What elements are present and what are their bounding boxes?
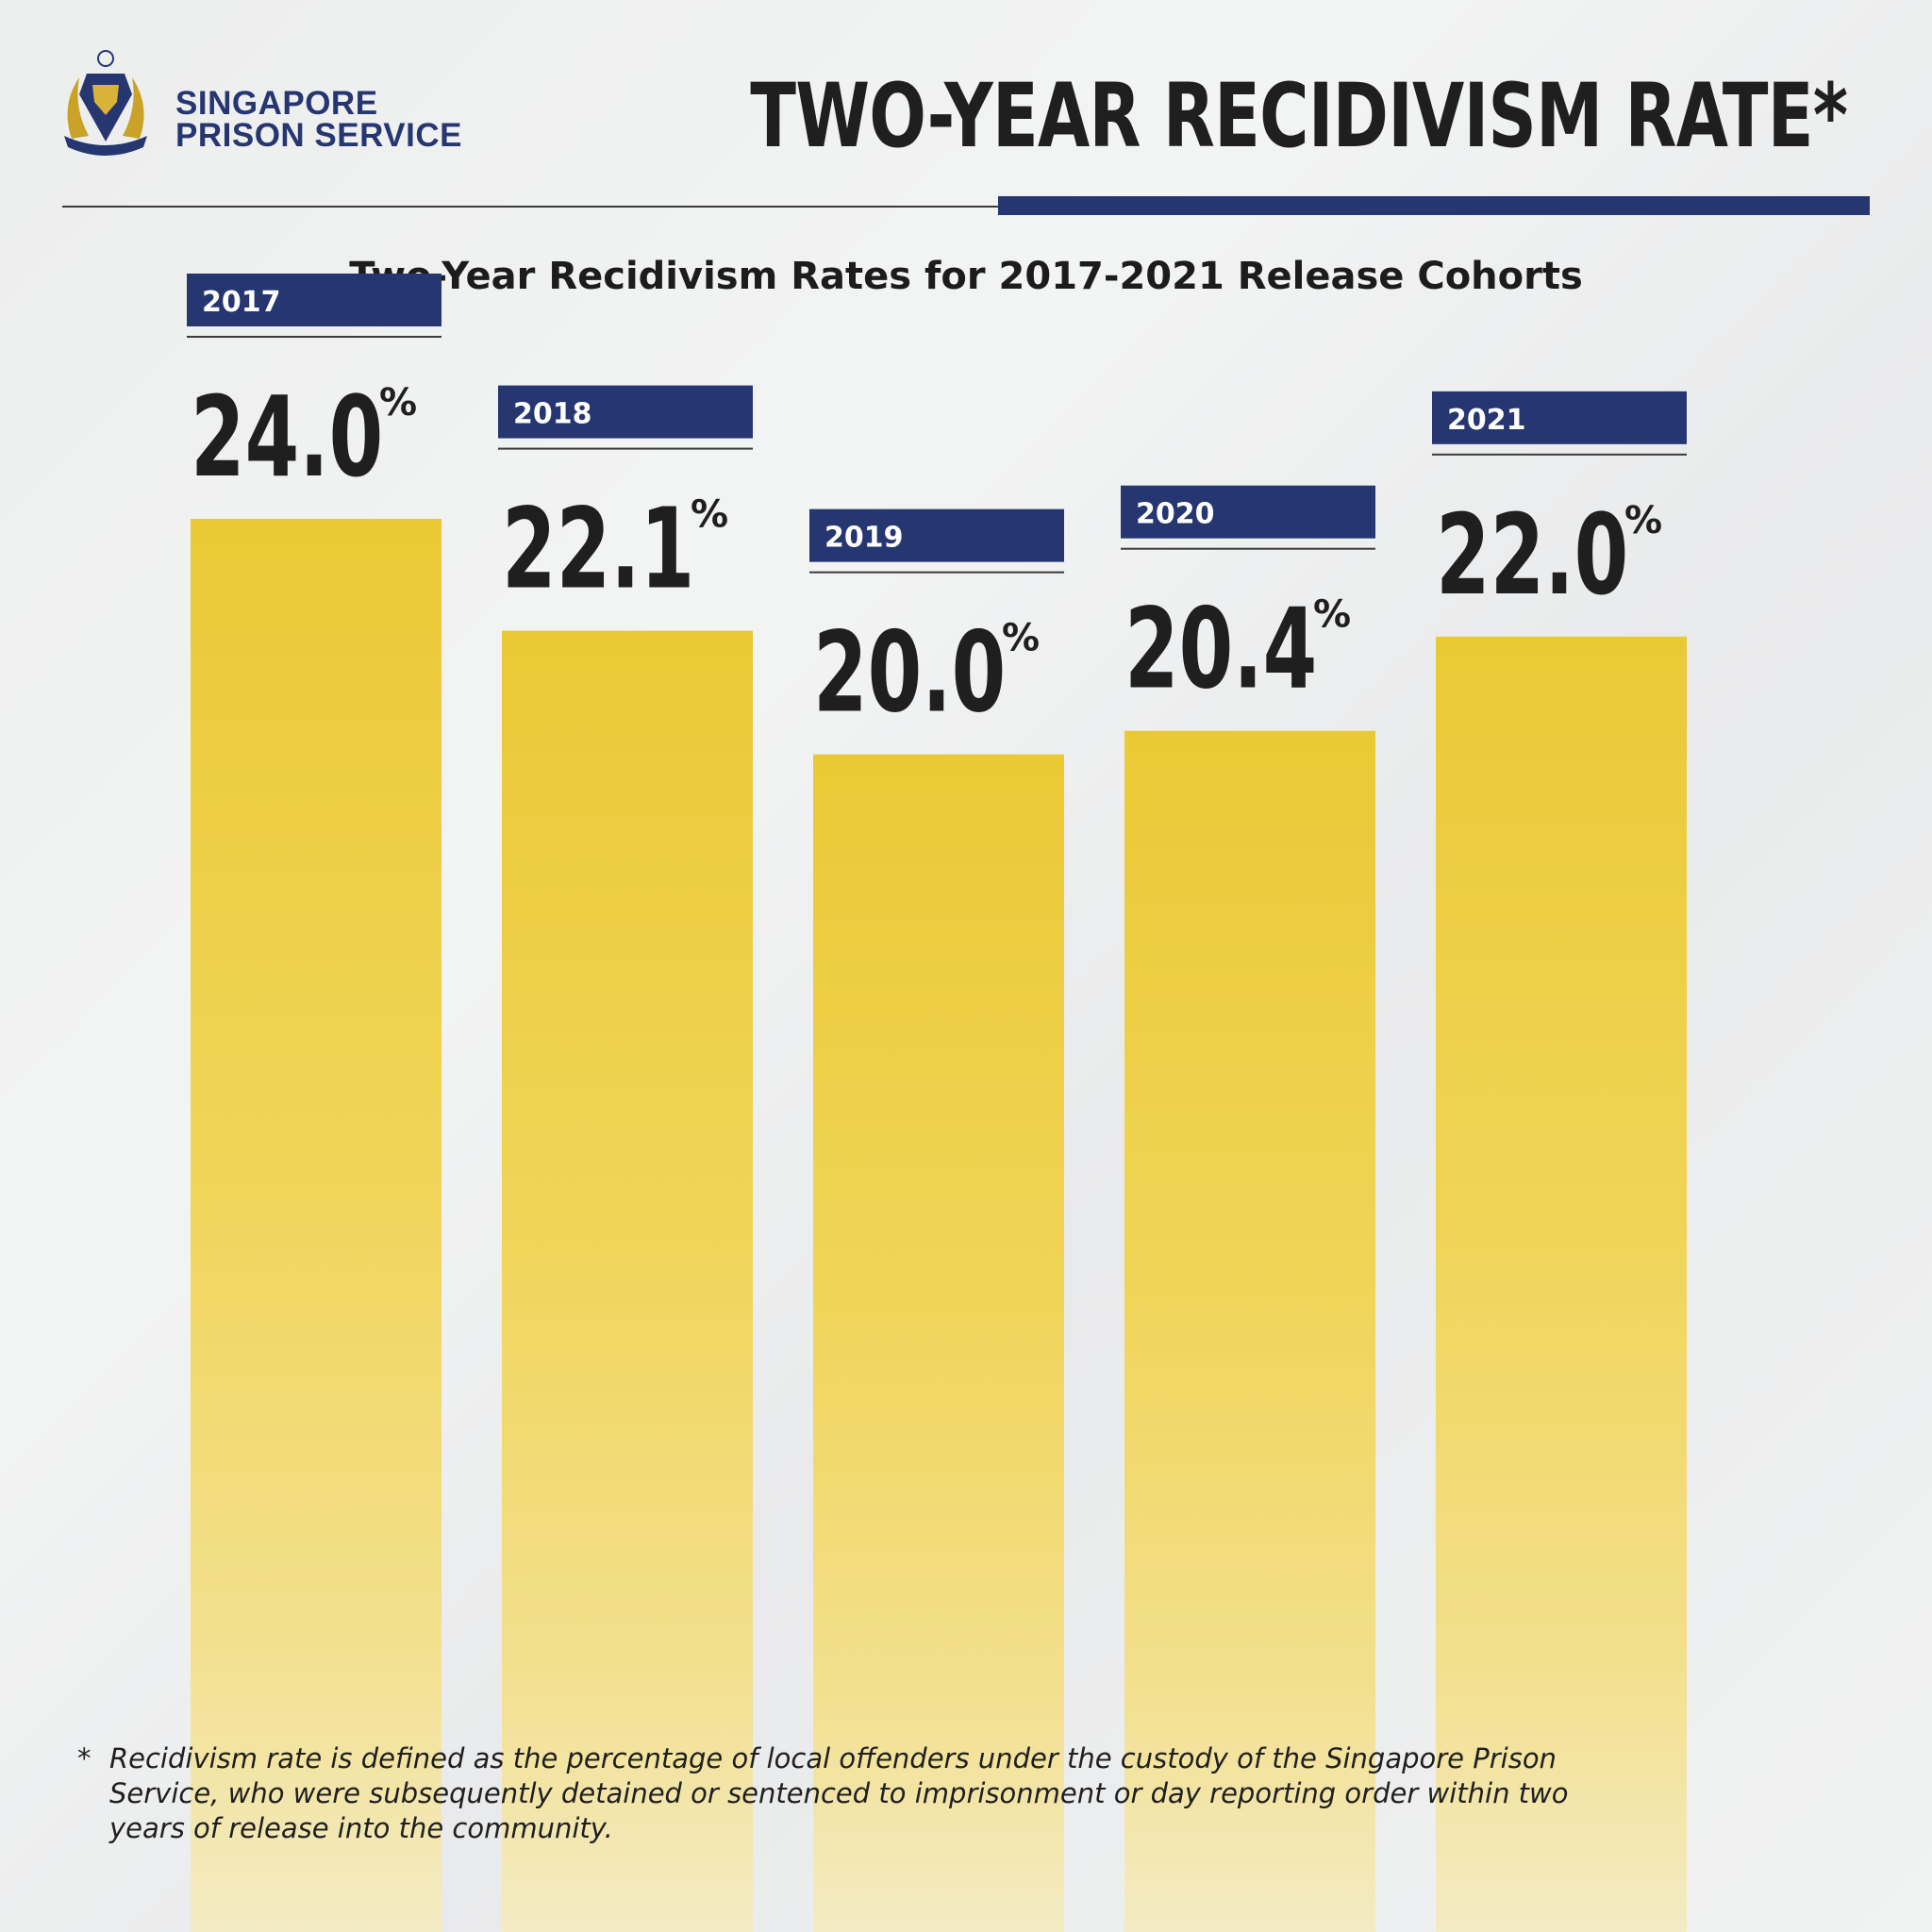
percent-symbol: % xyxy=(691,493,728,537)
year-label: 2021 xyxy=(1447,404,1526,437)
chart-title: Two-Year Recidivism Rates for 2017-2021 … xyxy=(349,255,1583,298)
year-label-box xyxy=(1121,485,1375,539)
bar-2021 xyxy=(1436,636,1687,1932)
value-label: 22.1 xyxy=(502,484,694,613)
label-underline xyxy=(187,336,441,338)
value-label: 20.0 xyxy=(813,608,1006,737)
bar-group-2021: 22.0% 2021 xyxy=(1432,391,1687,1932)
bar-2017 xyxy=(191,519,441,1932)
value-label: 20.4 xyxy=(1124,584,1317,713)
header-divider xyxy=(62,206,1001,208)
percent-symbol: % xyxy=(379,381,417,425)
percent-symbol: % xyxy=(1624,499,1662,542)
year-label-box xyxy=(809,508,1064,562)
year-label: 2018 xyxy=(513,398,592,431)
year-label: 2017 xyxy=(202,286,281,319)
bar-2018 xyxy=(502,630,753,1932)
page-title: TWO-YEAR RECIDIVISM RATE* xyxy=(749,65,1848,168)
bar-group-2020: 20.4% 2020 xyxy=(1121,485,1375,1932)
year-label: 2019 xyxy=(824,522,904,555)
prison-service-crest-icon xyxy=(64,50,147,156)
footnote-marker: * xyxy=(77,1742,92,1774)
org-name-line1: SINGAPORE xyxy=(175,85,378,122)
value-label: 22.0 xyxy=(1436,491,1628,620)
bar-group-2017: 24.0% 2017 xyxy=(187,274,441,1932)
bar-2020 xyxy=(1124,730,1375,1932)
bar-group-2018: 22.1% 2018 xyxy=(498,385,753,1932)
bar-2019 xyxy=(813,754,1064,1932)
footnote: * Recidivism rate is defined as the perc… xyxy=(77,1741,1624,1846)
label-underline xyxy=(809,571,1064,574)
label-underline xyxy=(1432,453,1687,456)
label-underline xyxy=(498,447,753,450)
year-label-box xyxy=(498,385,753,439)
year-label-box xyxy=(187,274,441,326)
percent-symbol: % xyxy=(1313,593,1351,637)
year-label: 2020 xyxy=(1136,498,1215,531)
value-label: 24.0 xyxy=(191,373,383,502)
year-label-box xyxy=(1432,391,1687,444)
footnote-text: Recidivism rate is defined as the percen… xyxy=(109,1742,1569,1844)
header-accent-bar xyxy=(998,196,1870,215)
bar-group-2019: 20.0% 2019 xyxy=(809,508,1064,1932)
label-underline xyxy=(1121,547,1375,550)
org-name-line2: PRISON SERVICE xyxy=(175,117,462,154)
percent-symbol: % xyxy=(1002,617,1040,660)
logo: SINGAPORE PRISON SERVICE xyxy=(51,49,504,162)
